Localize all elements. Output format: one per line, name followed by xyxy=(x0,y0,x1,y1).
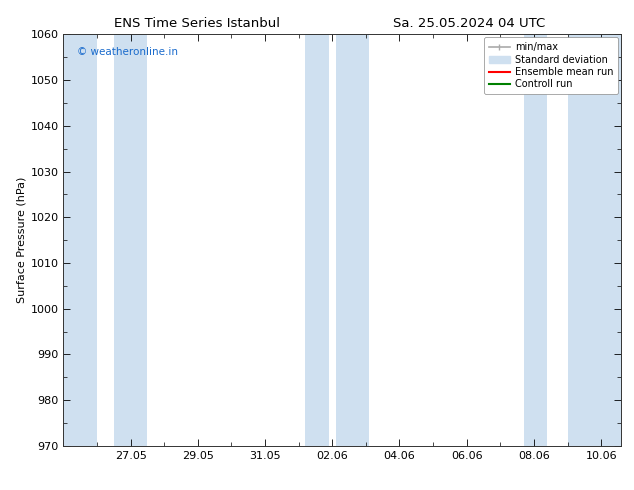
Bar xyxy=(524,34,547,446)
Text: ENS Time Series Istanbul: ENS Time Series Istanbul xyxy=(114,17,280,30)
Text: Sa. 25.05.2024 04 UTC: Sa. 25.05.2024 04 UTC xyxy=(393,17,545,30)
Bar xyxy=(567,34,621,446)
Y-axis label: Surface Pressure (hPa): Surface Pressure (hPa) xyxy=(16,177,26,303)
Bar xyxy=(335,34,369,446)
Legend: min/max, Standard deviation, Ensemble mean run, Controll run: min/max, Standard deviation, Ensemble me… xyxy=(484,37,618,94)
Text: © weatheronline.in: © weatheronline.in xyxy=(77,47,178,57)
Bar xyxy=(114,34,148,446)
Bar xyxy=(306,34,329,446)
Bar xyxy=(63,34,97,446)
